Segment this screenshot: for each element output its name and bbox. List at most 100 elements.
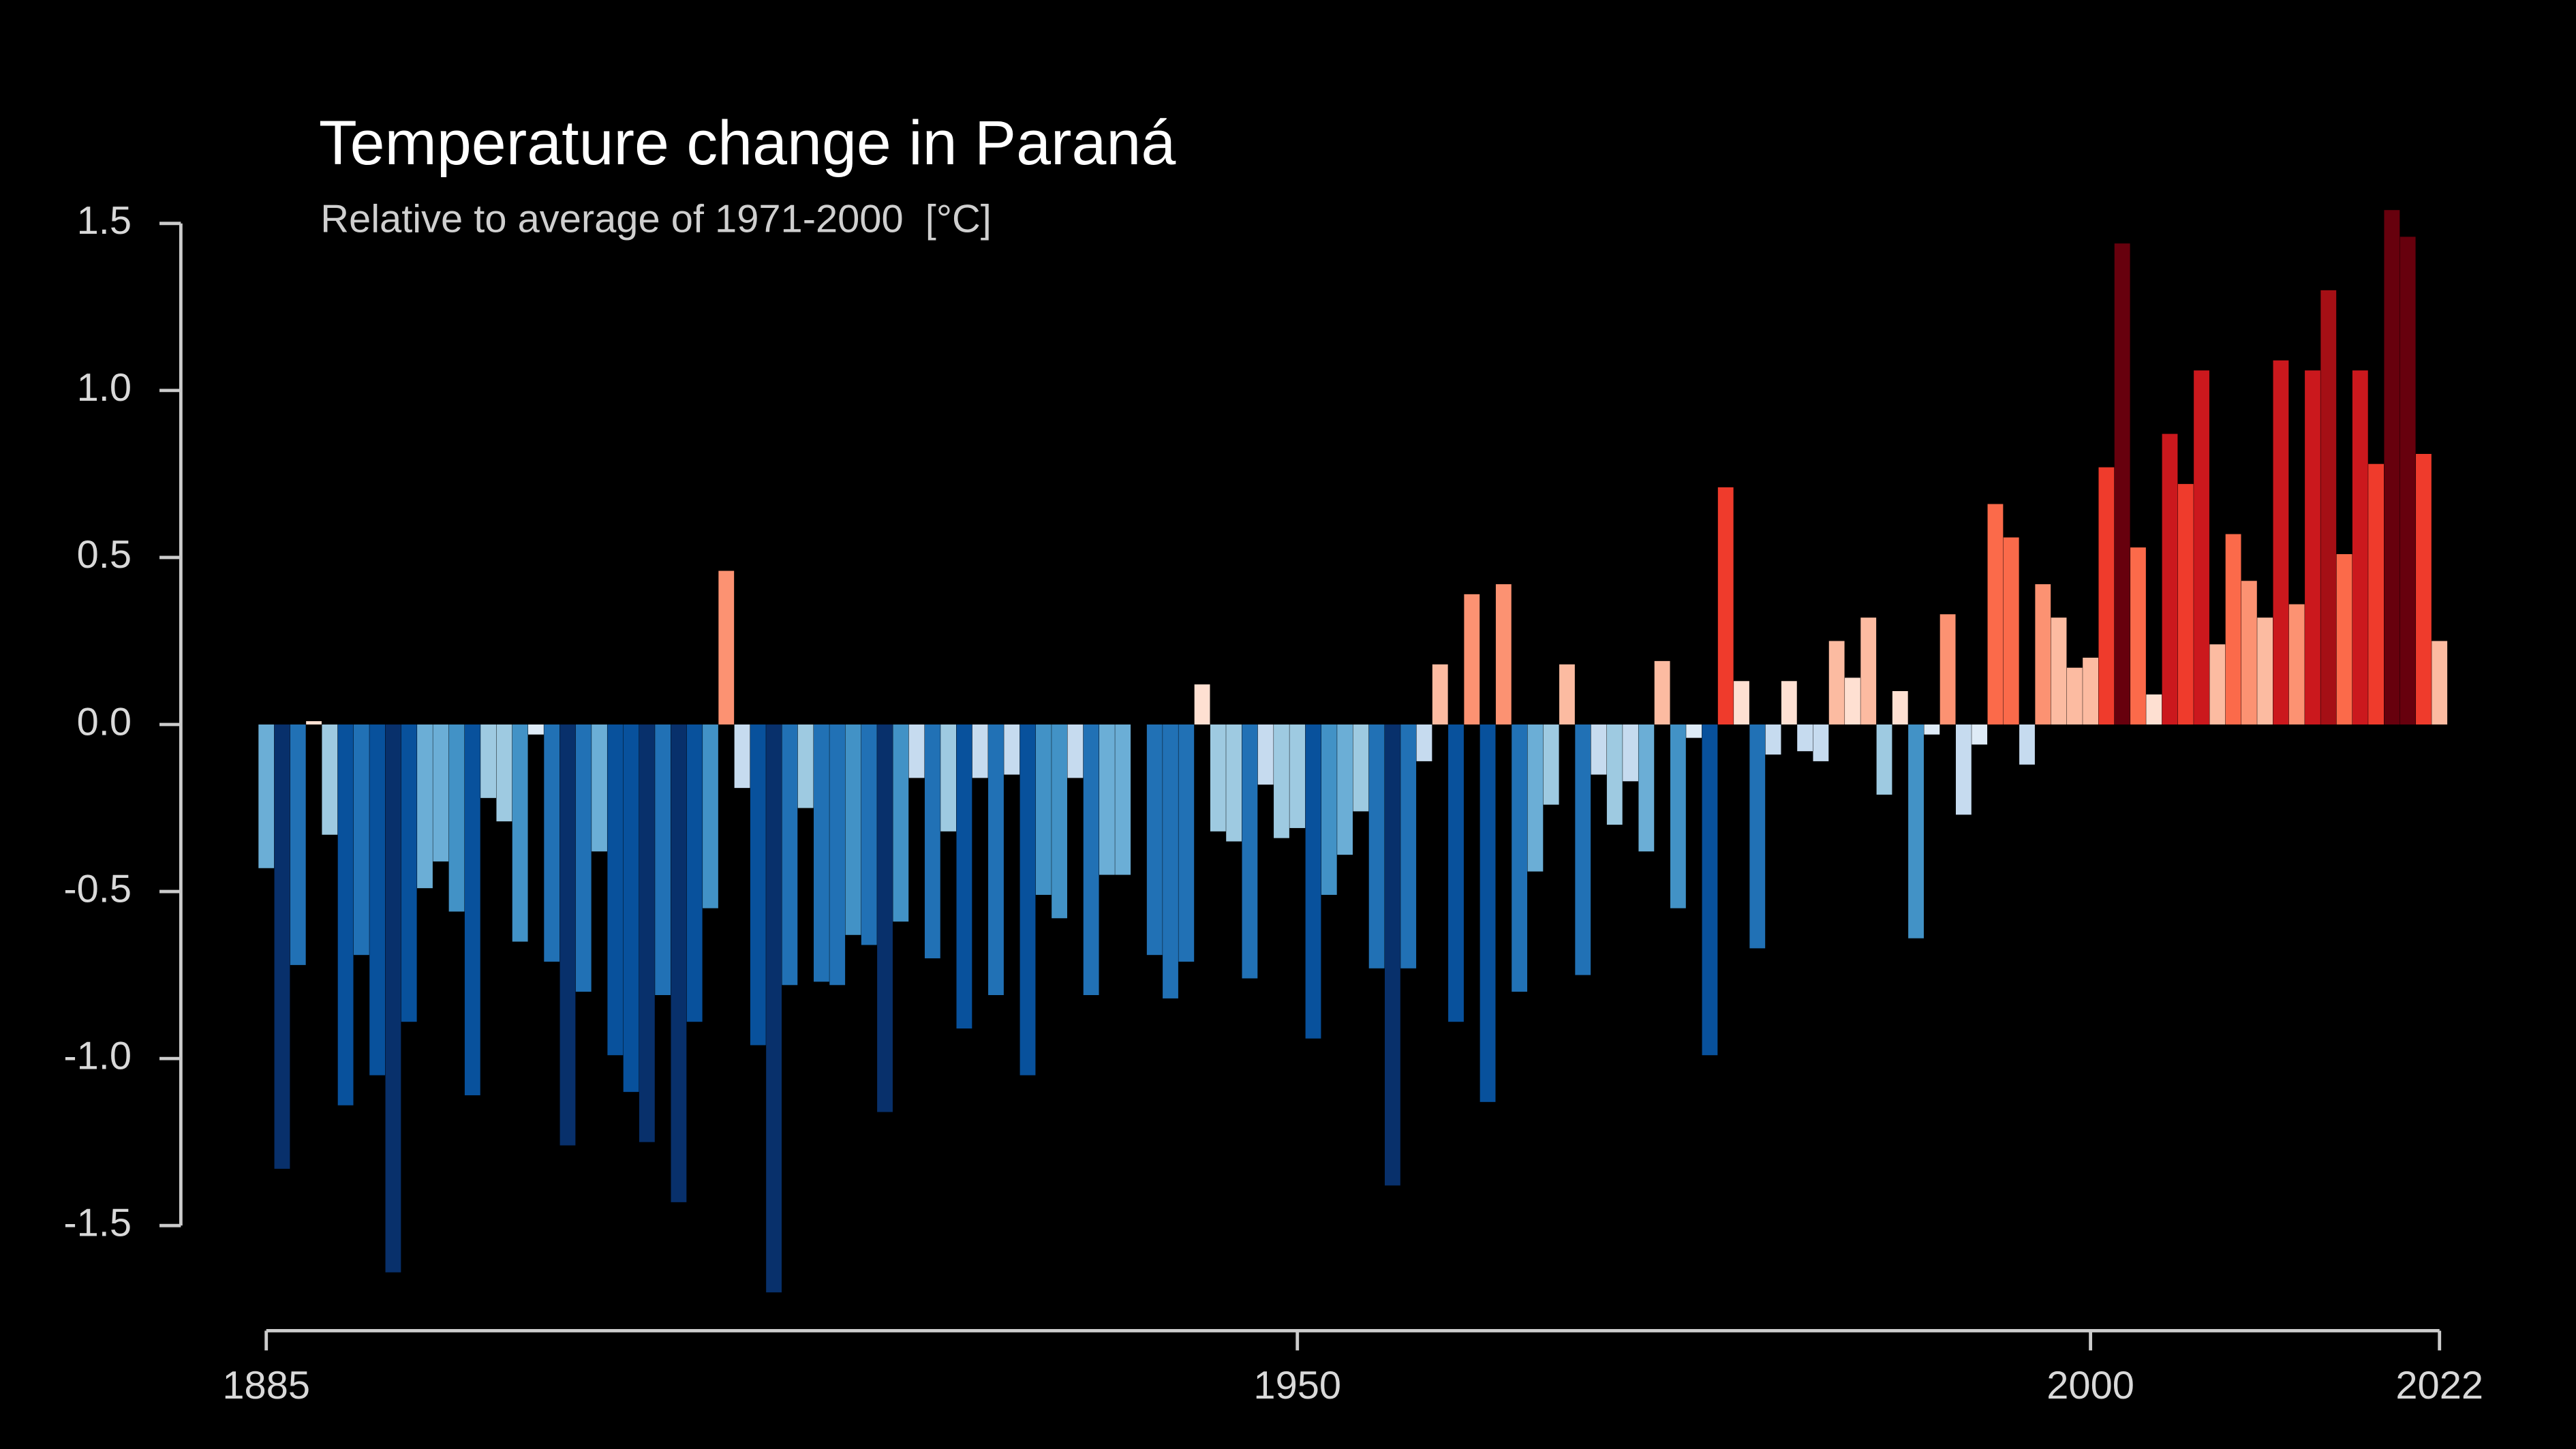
bar (623, 724, 639, 1093)
bar (2416, 454, 2432, 724)
bar (2051, 617, 2067, 724)
bar (2177, 484, 2194, 724)
bar (1305, 724, 1321, 1039)
y-tick-label: -1.0 (63, 1034, 132, 1078)
y-tick-label: 1.0 (77, 366, 132, 410)
bar (1194, 684, 1210, 724)
bar (353, 724, 369, 956)
bar (845, 724, 861, 935)
bar (797, 724, 814, 808)
bar (337, 724, 354, 1105)
bar (686, 724, 703, 1022)
bar (1432, 664, 1448, 724)
bar (1559, 664, 1575, 724)
bar (2146, 694, 2162, 724)
bar (2399, 237, 2416, 724)
bar (592, 724, 607, 852)
bar (2098, 467, 2115, 724)
bar (1543, 724, 1559, 805)
bar (1321, 724, 1337, 895)
bar (464, 724, 480, 1096)
bar (1702, 724, 1718, 1056)
bar (2384, 210, 2400, 725)
bar (734, 724, 750, 789)
bar (639, 724, 655, 1142)
bar (1052, 724, 1067, 919)
bar (417, 724, 433, 889)
bar (1067, 724, 1084, 778)
bar (1797, 724, 1813, 752)
bar (322, 724, 338, 835)
y-tick-label: -1.5 (63, 1201, 132, 1245)
bar (1004, 724, 1020, 775)
bar (1686, 724, 1702, 738)
bar (1115, 724, 1131, 875)
bar (1400, 724, 1417, 968)
chart-subtitle: Relative to average of 1971-2000 [°C] (320, 198, 992, 241)
bar (1527, 724, 1544, 872)
bar (1464, 594, 1480, 724)
bar (655, 724, 671, 995)
bar (512, 724, 528, 942)
bar (782, 724, 798, 986)
bar (1512, 724, 1528, 992)
bar (1781, 681, 1797, 724)
bar (940, 724, 957, 832)
bar (385, 724, 401, 1272)
bar (1479, 724, 1496, 1102)
bar (2320, 290, 2337, 725)
bar (544, 724, 560, 962)
bar (1939, 614, 1956, 724)
bar (496, 724, 512, 822)
bar (1908, 724, 1924, 939)
bar (258, 724, 275, 868)
bar (1606, 724, 1623, 825)
bar (2273, 360, 2289, 724)
bar (274, 724, 290, 1169)
bar (861, 724, 877, 945)
bar (1717, 487, 1734, 724)
bar (2288, 604, 2305, 724)
bar (1274, 724, 1289, 838)
chart-title: Temperature change in Paraná (319, 108, 1176, 178)
bar (2130, 547, 2146, 724)
bar (1099, 724, 1115, 875)
bar (2225, 534, 2241, 724)
bar (1734, 681, 1749, 724)
bar (2083, 657, 2099, 724)
bar (2019, 724, 2035, 765)
bar (1337, 724, 1353, 855)
bar (1257, 724, 1274, 785)
bar (1146, 724, 1163, 956)
bar (1876, 724, 1892, 795)
bar (877, 724, 893, 1112)
bar (1892, 690, 1908, 724)
bar (829, 724, 846, 986)
bar (1083, 724, 1099, 995)
bar (750, 724, 766, 1046)
bar (988, 724, 1004, 995)
bar (1860, 617, 1877, 724)
bar (369, 724, 386, 1076)
bar (718, 570, 735, 724)
bar (1813, 724, 1829, 761)
bar (1178, 724, 1195, 962)
bar (924, 724, 940, 959)
x-tick-label: 2022 (2395, 1364, 2483, 1407)
bar (703, 724, 718, 909)
bar (306, 721, 322, 724)
bar (1289, 724, 1306, 828)
bar (575, 724, 592, 992)
bar (671, 724, 687, 1202)
x-tick-label: 2000 (2046, 1364, 2134, 1407)
bar (1416, 724, 1432, 761)
bar (2336, 554, 2352, 724)
bar (972, 724, 988, 778)
bar (1955, 724, 1972, 815)
bar (1019, 724, 1036, 1076)
bar (2003, 537, 2019, 724)
bar (433, 724, 449, 861)
bar (480, 724, 497, 798)
y-tick-label: 0.0 (77, 700, 132, 744)
